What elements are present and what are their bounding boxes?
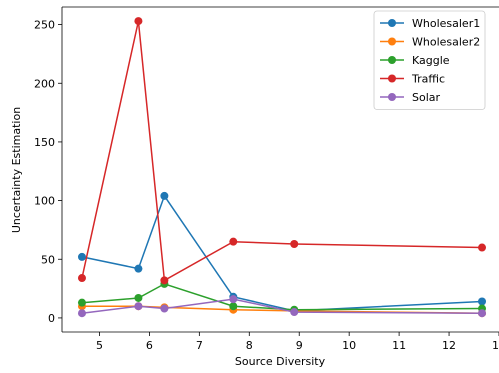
legend-label-kaggle: Kaggle: [412, 54, 450, 67]
series-layer: [77, 17, 487, 318]
data-point-traffic: [229, 237, 238, 246]
x-axis: 5 6 7 8 9 10 11 12 13: [96, 332, 499, 352]
data-point-solar: [229, 295, 238, 304]
data-point-traffic: [160, 276, 169, 285]
x-tick-label: 9: [296, 339, 303, 352]
y-axis-label: Uncertainty Estimation: [10, 107, 23, 233]
y-tick-label: 0: [48, 312, 55, 325]
x-tick-label: 7: [196, 339, 203, 352]
x-tick-label: 10: [342, 339, 356, 352]
x-tick-label: 12: [442, 339, 456, 352]
data-point-traffic: [134, 17, 143, 26]
data-point-kaggle: [77, 298, 86, 307]
data-point-wholesaler1: [134, 264, 143, 273]
legend-marker-traffic: [388, 74, 396, 83]
legend-label-wholesaler1: Wholesaler1: [412, 17, 480, 30]
x-tick-label: 8: [246, 339, 253, 352]
data-point-traffic: [77, 274, 86, 283]
legend-marker-wholesaler1: [388, 19, 396, 27]
data-point-solar: [478, 309, 487, 318]
series-line-kaggle: [81, 283, 483, 311]
x-tick-label: 13: [492, 339, 499, 352]
data-point-solar: [134, 302, 143, 311]
legend: Wholesaler1 Wholesaler2 Kaggle Traffic Solar: [373, 10, 486, 110]
legend-label-traffic: Traffic: [411, 73, 445, 86]
y-tick-label: 250: [34, 19, 55, 32]
data-point-solar: [160, 304, 169, 313]
x-tick-label: 6: [146, 339, 153, 352]
legend-label-solar: Solar: [412, 91, 441, 104]
y-tick-label: 200: [34, 77, 55, 90]
y-tick-label: 100: [34, 195, 55, 208]
x-tick-label: 5: [96, 339, 103, 352]
series-line-traffic: [81, 20, 483, 282]
data-point-solar: [290, 308, 299, 317]
y-axis: 0 50 100 150 200 250: [34, 19, 62, 325]
series-line-solar: [81, 298, 483, 314]
data-point-kaggle: [229, 302, 238, 311]
data-point-traffic: [290, 240, 299, 249]
data-point-wholesaler1: [77, 252, 86, 261]
legend-label-wholesaler2: Wholesaler2: [412, 36, 480, 49]
x-tick-label: 11: [392, 339, 406, 352]
series-line-wholesaler2: [82, 305, 483, 314]
data-point-solar: [77, 309, 86, 318]
legend-marker-kaggle: [388, 56, 396, 64]
data-point-wholesaler1: [478, 297, 487, 306]
data-point-wholesaler1: [160, 191, 169, 200]
y-tick-label: 50: [41, 253, 55, 266]
legend-box: [373, 10, 486, 110]
legend-marker-solar: [388, 93, 396, 101]
legend-marker-wholesaler2: [388, 37, 396, 46]
y-tick-label: 150: [34, 136, 55, 149]
data-point-traffic: [478, 243, 487, 252]
data-point-kaggle: [134, 293, 143, 302]
x-axis-label: Source Diversity: [235, 355, 326, 368]
